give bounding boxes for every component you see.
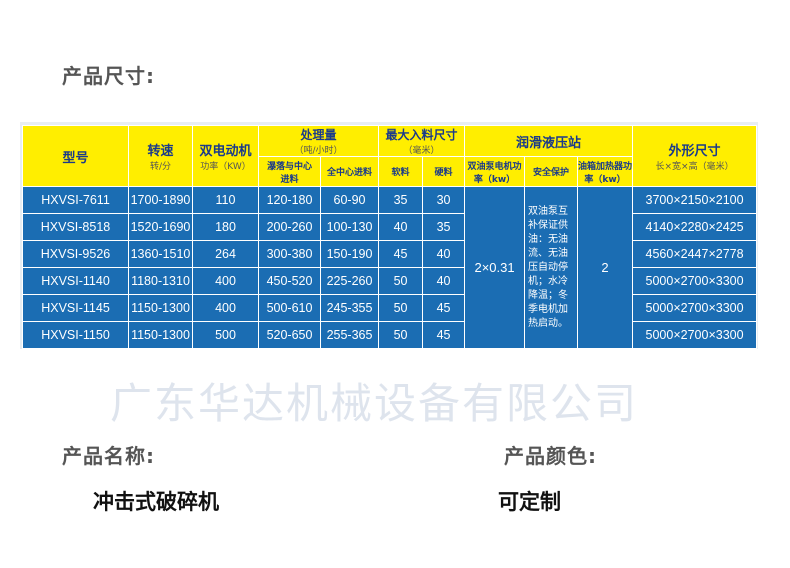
table-row: HXVSI-9526 1360-1510 264 300-380 150-190 45 40… bbox=[22, 240, 758, 268]
product-name: 冲击式破碎机 bbox=[93, 490, 219, 514]
pump-power: 2×0.31 bbox=[464, 186, 526, 349]
header-model: 型号 bbox=[22, 125, 129, 187]
table-cell: 1150-1300 bbox=[128, 294, 193, 322]
table-cell: 5000×2700×3300 bbox=[632, 267, 758, 295]
table-cell: 150-190 bbox=[319, 240, 380, 268]
size-label: 产品尺寸: bbox=[62, 64, 155, 88]
table-cell: 30 bbox=[422, 186, 466, 214]
header-feed: 最大入料尺寸 （毫米） bbox=[378, 125, 466, 157]
table-cell: 400 bbox=[192, 294, 259, 322]
header-speed: 转速 转/分 bbox=[128, 125, 193, 187]
table-cell: HXVSI-1145 bbox=[22, 294, 129, 322]
table-cell: HXVSI-7611 bbox=[22, 186, 129, 214]
table-cell: 1150-1300 bbox=[128, 321, 193, 349]
table-cell: 35 bbox=[422, 213, 466, 241]
product-color: 可定制 bbox=[498, 490, 561, 514]
watermark: 广东华达机械设备有限公司 bbox=[110, 379, 639, 428]
table-cell: 255-365 bbox=[319, 321, 380, 349]
table-cell: 40 bbox=[422, 267, 466, 295]
table-cell: 45 bbox=[378, 240, 424, 268]
table-cell: 1360-1510 bbox=[128, 240, 193, 268]
header-capacity: 处理量 （吨/小时） bbox=[257, 125, 380, 157]
table-cell: 35 bbox=[378, 186, 424, 214]
table-row: HXVSI-8518 1520-1690 180 200-260 100-130 40 35… bbox=[22, 213, 758, 241]
table-cell: 40 bbox=[422, 240, 466, 268]
spec-table: 型号 转速 转/分 双电动机 功率（KW） 处理量 （吨/小时） 最大入料尺寸 （毫米）… bbox=[20, 122, 758, 428]
header-heater: 油箱加热器功率（kw） bbox=[577, 156, 634, 187]
table-cell: 5000×2700×3300 bbox=[632, 294, 758, 322]
header-motor: 双电动机 功率（KW） bbox=[192, 125, 259, 187]
table-cell: 1700-1890 bbox=[128, 186, 193, 214]
name-label: 产品名称: bbox=[62, 444, 155, 468]
table-cell: 110 bbox=[192, 186, 259, 214]
table-cell: 5000×2700×3300 bbox=[632, 321, 758, 349]
table-cell: 245-355 bbox=[319, 294, 380, 322]
table-cell: 500-610 bbox=[258, 294, 321, 322]
table-cell: 520-650 bbox=[258, 321, 321, 349]
table-row: HXVSI-1145 1150-1300 400 500-610 245-355 50 45… bbox=[22, 294, 758, 322]
table-cell: 264 bbox=[192, 240, 259, 268]
table-cell: 3700×2150×2100 bbox=[632, 186, 758, 214]
safety-text: 双油泵互补保证供油：无油流、无油压自动停机；水冷降温；冬季电机加热启动。 bbox=[524, 186, 579, 349]
table-cell: 1520-1690 bbox=[128, 213, 193, 241]
table-cell: 450-520 bbox=[258, 267, 321, 295]
table-cell: 180 bbox=[192, 213, 259, 241]
table-cell: 50 bbox=[378, 267, 424, 295]
table-cell: HXVSI-8518 bbox=[22, 213, 129, 241]
table-cell: 4560×2447×2778 bbox=[632, 240, 758, 268]
table-cell: 50 bbox=[378, 321, 424, 349]
table-cell: 500 bbox=[192, 321, 259, 349]
header-soft: 软料 bbox=[378, 156, 424, 187]
table-cell: 1180-1310 bbox=[128, 267, 193, 295]
table-cell: 225-260 bbox=[319, 267, 380, 295]
table-cell: 45 bbox=[422, 321, 466, 349]
header-hard: 硬料 bbox=[422, 156, 466, 187]
header-pump: 双油泵电机功率（kw） bbox=[464, 156, 526, 187]
table-cell: 300-380 bbox=[258, 240, 321, 268]
table-row: HXVSI-7611 1700-1890 110 120-180 60-90 35 30 2×… bbox=[22, 186, 758, 349]
header-safety: 安全保护 bbox=[524, 156, 579, 187]
table-cell: 60-90 bbox=[319, 186, 380, 214]
table-cell: 4140×2280×2425 bbox=[632, 213, 758, 241]
table-cell: 200-260 bbox=[258, 213, 321, 241]
table-cell: 100-130 bbox=[319, 213, 380, 241]
header-dims: 外形尺寸 长×宽×高（毫米） bbox=[632, 125, 758, 187]
color-label: 产品颜色: bbox=[504, 444, 597, 468]
table-cell: 45 bbox=[422, 294, 466, 322]
header-cap-a: 瀑落与中心进料 bbox=[258, 156, 321, 187]
heater-power: 2 bbox=[577, 186, 634, 349]
table-cell: HXVSI-1150 bbox=[22, 321, 129, 349]
table-cell: 120-180 bbox=[258, 186, 321, 214]
table-cell: 40 bbox=[378, 213, 424, 241]
table-cell: HXVSI-9526 bbox=[22, 240, 129, 268]
header-lube: 润滑液压站 bbox=[464, 125, 634, 157]
table-cell: 400 bbox=[192, 267, 259, 295]
table-row: HXVSI-1140 1180-1310 400 450-520 225-260 50 40… bbox=[22, 267, 758, 295]
table-cell: HXVSI-1140 bbox=[22, 267, 129, 295]
table-cell: 50 bbox=[378, 294, 424, 322]
header-cap-b: 全中心进料 bbox=[319, 156, 380, 187]
table-row: HXVSI-1150 1150-1300 500 520-650 255-365 50 45… bbox=[22, 321, 758, 349]
